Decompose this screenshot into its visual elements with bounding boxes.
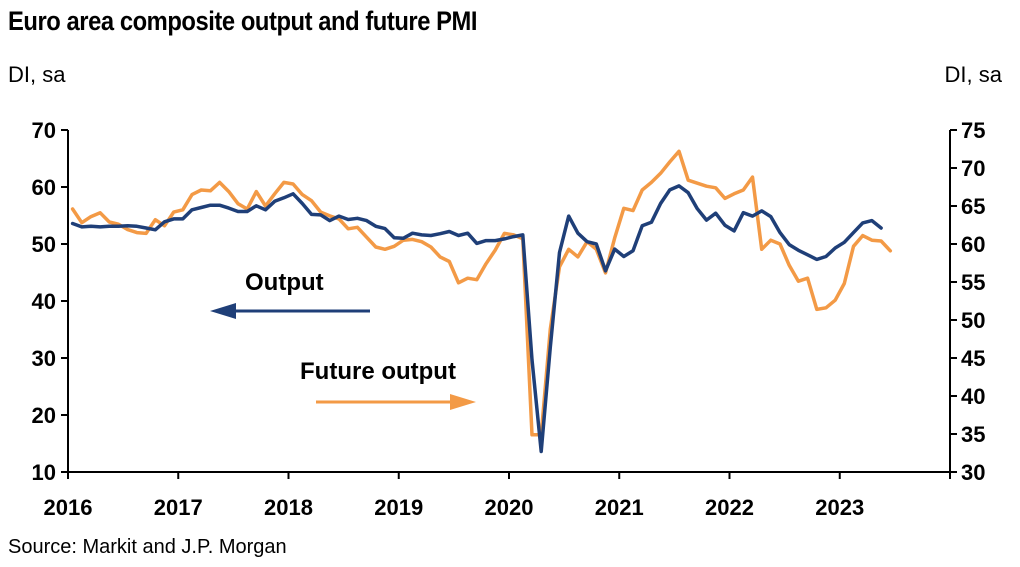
x-tick-label: 2017 [154, 495, 203, 520]
right-tick-label: 45 [961, 346, 985, 371]
right-tick-label: 70 [961, 156, 985, 181]
output-annotation-label: Output [245, 269, 324, 296]
future-output-annotation-label: Future output [300, 358, 456, 385]
x-tick-label: 2023 [815, 495, 864, 520]
left-tick-label: 40 [32, 289, 56, 314]
x-tick-label: 2021 [595, 495, 644, 520]
x-tick-label: 2022 [705, 495, 754, 520]
left-tick-label: 70 [32, 118, 56, 143]
right-tick-label: 30 [961, 460, 985, 485]
left-tick-label: 10 [32, 460, 56, 485]
x-tick-label: 2018 [264, 495, 313, 520]
right-tick-label: 75 [961, 118, 985, 143]
annotation-layer: Output Future output [210, 269, 476, 410]
chart-title: Euro area composite output and future PM… [8, 6, 478, 36]
right-axis-unit: DI, sa [944, 62, 1002, 87]
source-note: Source: Markit and J.P. Morgan [8, 536, 287, 558]
x-tick-label: 2016 [44, 495, 93, 520]
x-tick-label: 2019 [374, 495, 423, 520]
right-tick-label: 50 [961, 308, 985, 333]
left-tick-label: 30 [32, 346, 56, 371]
right-tick-label: 35 [961, 422, 985, 447]
series-layer [70, 149, 893, 454]
right-tick-label: 65 [961, 194, 985, 219]
left-axis-unit: DI, sa [8, 62, 66, 87]
future-output-series-line [70, 149, 893, 437]
right-tick-label: 40 [961, 384, 985, 409]
x-tick-label: 2020 [485, 495, 534, 520]
output-series-line [70, 184, 883, 454]
left-tick-label: 60 [32, 175, 56, 200]
left-tick-label: 50 [32, 232, 56, 257]
output-arrow-head [210, 303, 236, 319]
right-tick-label: 55 [961, 270, 985, 295]
right-tick-label: 60 [961, 232, 985, 257]
axes: 10 20 30 40 50 60 70 30 35 40 45 50 55 60 65 70 75 2016 20… [32, 118, 986, 520]
future-output-arrow-head [450, 394, 476, 410]
left-tick-label: 20 [32, 403, 56, 428]
